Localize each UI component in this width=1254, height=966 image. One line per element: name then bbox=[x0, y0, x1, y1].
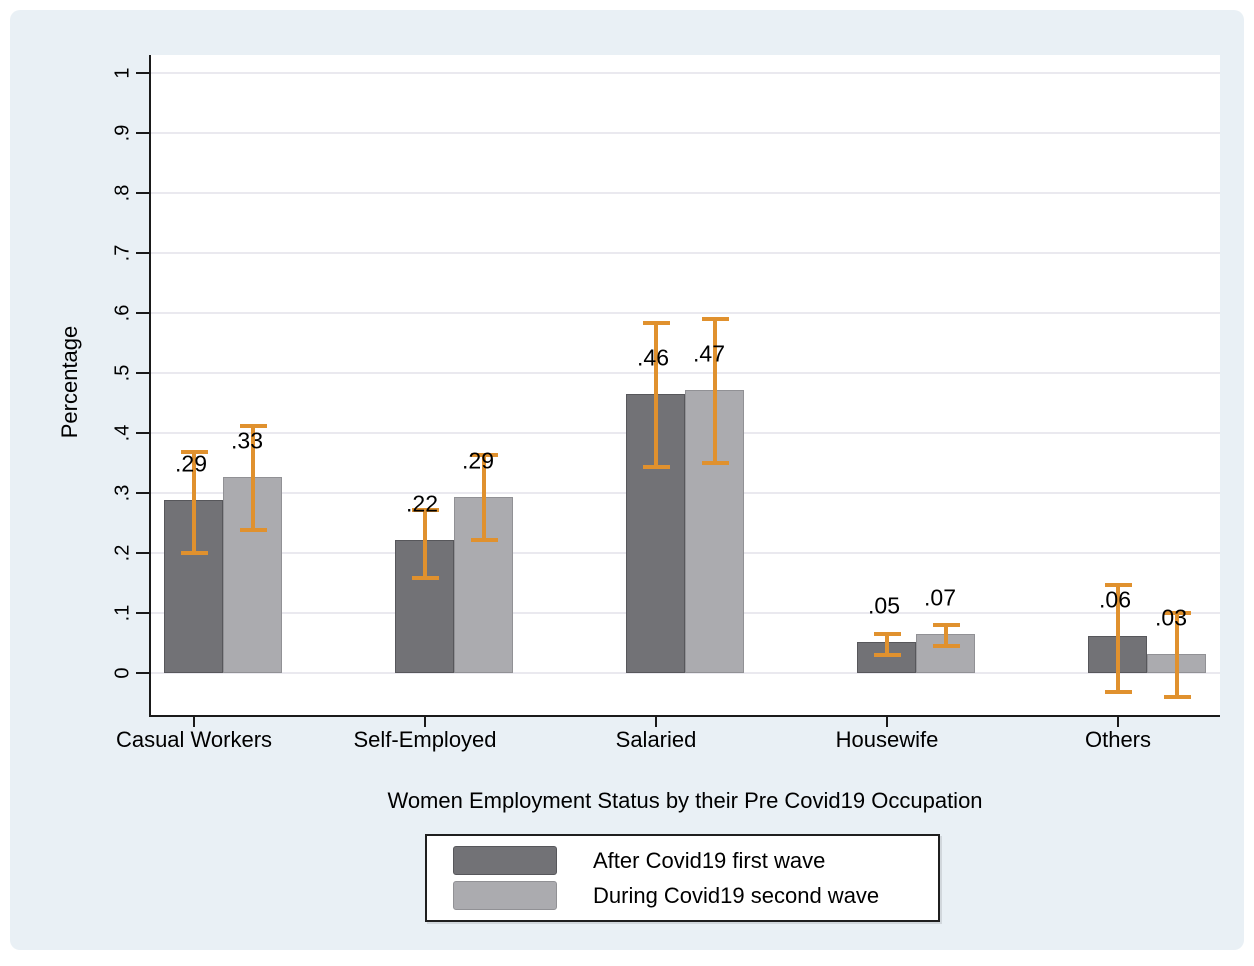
y-tick-mark bbox=[136, 372, 149, 374]
error-bar-line bbox=[251, 425, 255, 531]
y-axis-line bbox=[149, 55, 151, 717]
error-bar-cap-bottom bbox=[180, 551, 208, 555]
legend-label-after-first-wave: After Covid19 first wave bbox=[593, 847, 826, 873]
error-bar-cap-top bbox=[239, 423, 267, 428]
category-label: Self-Employed bbox=[353, 727, 497, 752]
y-tick-label: 0 bbox=[111, 667, 134, 679]
error-bar-cap-top bbox=[701, 317, 729, 321]
bar-value-label: .29 bbox=[175, 450, 207, 477]
bar-value-label: .33 bbox=[231, 427, 263, 454]
figure-background: .29 .33 .22 .29 .46 .47 .05 .07 .06 .03 0 .1 .2 .3 .4… bbox=[10, 10, 1244, 950]
error-bar-line bbox=[192, 452, 196, 553]
y-tick-label: 1 bbox=[111, 67, 134, 79]
bar-after-first-wave bbox=[626, 394, 685, 673]
error-bar-cap-bottom bbox=[411, 576, 439, 581]
error-bar-cap-top bbox=[470, 453, 498, 458]
x-tick-mark bbox=[886, 715, 888, 727]
x-axis-line bbox=[149, 715, 1220, 717]
error-bar-cap-bottom bbox=[642, 465, 670, 470]
gridline bbox=[151, 672, 1220, 674]
error-bar-line bbox=[885, 634, 889, 655]
y-tick-mark bbox=[136, 72, 149, 74]
y-tick-label: .1 bbox=[111, 604, 134, 622]
legend-swatch-after-first-wave bbox=[453, 846, 557, 875]
bar-value-label: .47 bbox=[693, 340, 725, 367]
bar-value-label: .46 bbox=[637, 344, 669, 371]
y-tick-label: .5 bbox=[111, 364, 134, 382]
error-bar-cap-bottom bbox=[1104, 690, 1132, 695]
bar-value-label: .05 bbox=[868, 592, 900, 619]
category-label: Salaried bbox=[615, 727, 697, 752]
y-tick-mark bbox=[136, 492, 149, 494]
error-bar-line bbox=[1116, 584, 1120, 693]
error-bar-cap-top bbox=[180, 450, 208, 455]
legend-label-during-second-wave: During Covid19 second wave bbox=[593, 882, 880, 908]
gridline bbox=[151, 132, 1220, 134]
gridline bbox=[151, 252, 1220, 254]
gridline bbox=[151, 72, 1220, 74]
bar-value-label: .03 bbox=[1155, 604, 1187, 631]
y-tick-label: .3 bbox=[111, 484, 134, 502]
y-tick-mark bbox=[136, 192, 149, 194]
error-bar-cap-bottom bbox=[873, 653, 901, 657]
error-bar-cap-bottom bbox=[1163, 695, 1191, 699]
error-bar-line bbox=[482, 455, 486, 540]
legend-swatch-during-second-wave bbox=[453, 881, 557, 910]
error-bar-cap-bottom bbox=[701, 461, 729, 465]
y-tick-mark bbox=[136, 612, 149, 614]
y-tick-label: .9 bbox=[111, 124, 134, 142]
plot-area: .29 .33 .22 .29 .46 .47 .05 .07 .06 .03 bbox=[151, 55, 1220, 727]
category-label: Others bbox=[1084, 727, 1152, 752]
error-bar-line bbox=[654, 323, 658, 468]
legend: After Covid19 first wave During Covid19 … bbox=[425, 834, 940, 922]
y-tick-label: .6 bbox=[111, 304, 134, 322]
x-tick-mark bbox=[193, 715, 195, 727]
legend-item-first-wave: After Covid19 first wave bbox=[453, 846, 938, 876]
error-bar-cap-top bbox=[1104, 582, 1132, 587]
gridline bbox=[151, 312, 1220, 314]
y-axis-title: Percentage bbox=[57, 325, 82, 439]
gridline bbox=[151, 372, 1220, 374]
error-bar-cap-top bbox=[642, 321, 670, 326]
error-bar-cap-bottom bbox=[470, 537, 498, 542]
x-tick-mark bbox=[424, 715, 426, 727]
bar-value-label: .06 bbox=[1099, 586, 1131, 613]
y-tick-label: .8 bbox=[111, 184, 134, 202]
error-bar-line bbox=[1175, 613, 1179, 697]
error-bar-line bbox=[713, 319, 717, 463]
category-label: Casual Workers bbox=[115, 727, 273, 752]
error-bar-line bbox=[423, 509, 427, 579]
error-bar-cap-bottom bbox=[239, 528, 267, 533]
error-bar-cap-bottom bbox=[932, 644, 960, 648]
bar-value-label: .22 bbox=[406, 490, 438, 517]
category-label: Housewife bbox=[835, 727, 939, 752]
y-tick-mark bbox=[136, 432, 149, 434]
y-tick-mark bbox=[136, 132, 149, 134]
error-bar-line bbox=[944, 625, 948, 646]
y-tick-label: .2 bbox=[111, 544, 134, 562]
y-tick-mark bbox=[136, 312, 149, 314]
x-tick-mark bbox=[655, 715, 657, 727]
y-tick-mark bbox=[136, 552, 149, 554]
x-tick-mark bbox=[1117, 715, 1119, 727]
y-tick-label: .7 bbox=[111, 244, 134, 262]
y-tick-mark bbox=[136, 252, 149, 254]
x-axis-title: Women Employment Status by their Pre Cov… bbox=[387, 788, 983, 813]
legend-item-second-wave: During Covid19 second wave bbox=[453, 881, 938, 911]
bar-value-label: .07 bbox=[924, 584, 956, 611]
error-bar-cap-top bbox=[873, 632, 901, 636]
y-tick-mark bbox=[136, 672, 149, 674]
gridline bbox=[151, 192, 1220, 194]
y-tick-label: .4 bbox=[111, 424, 134, 442]
bar-value-label: .29 bbox=[462, 447, 494, 474]
error-bar-cap-top bbox=[411, 507, 439, 512]
error-bar-cap-top bbox=[1163, 611, 1191, 615]
error-bar-cap-top bbox=[932, 623, 960, 627]
